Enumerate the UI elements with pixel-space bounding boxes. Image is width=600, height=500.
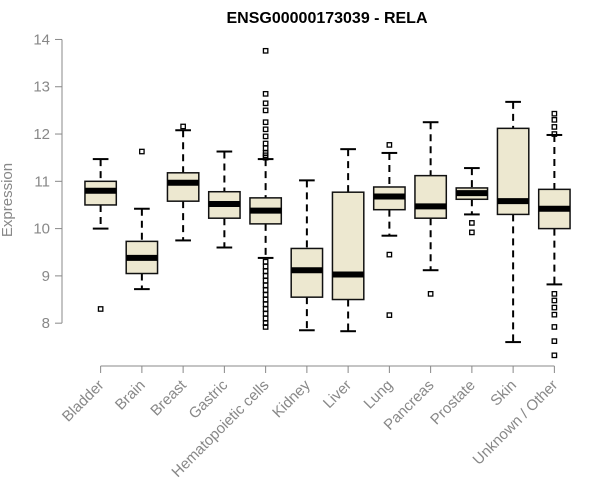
outlier-point	[551, 116, 558, 123]
y-tick-label: 9	[42, 268, 50, 285]
y-tick-label: 12	[33, 126, 50, 143]
outlier-point	[551, 324, 558, 330]
outlier-point	[262, 315, 269, 322]
y-tick-label: 11	[34, 173, 50, 190]
x-tick-label: Breast	[147, 376, 190, 419]
iqr-box	[166, 172, 200, 202]
y-tick-label: 13	[33, 79, 50, 96]
box-unknown-other	[537, 110, 571, 359]
outlier-point	[551, 291, 558, 297]
box-pancreas	[414, 121, 448, 297]
outlier-point	[262, 126, 269, 133]
box-kidney	[290, 179, 324, 332]
outlier-point	[262, 90, 269, 97]
box-breast	[166, 123, 200, 242]
box-hematopoietic-cells	[249, 47, 283, 330]
y-tick-label: 14	[33, 31, 50, 48]
outlier-point	[262, 133, 269, 140]
outlier-point	[551, 110, 558, 117]
outlier-point	[551, 297, 558, 304]
outlier-point	[262, 282, 269, 289]
x-tick-label: Bladder	[59, 377, 108, 426]
iqr-box	[414, 174, 448, 219]
outlier-point	[551, 304, 558, 311]
box-lung	[372, 142, 406, 318]
box-bladder	[84, 158, 118, 312]
outlier-point	[427, 291, 434, 297]
x-tick-label: Prostate	[427, 377, 479, 429]
outlier-point	[551, 124, 558, 130]
outlier-point	[551, 352, 558, 359]
outlier-point	[262, 263, 269, 270]
box-brain	[125, 148, 159, 291]
x-tick-label: Brain	[112, 377, 149, 414]
iqr-box	[331, 191, 365, 301]
outlier-point	[386, 312, 393, 318]
outlier-point	[262, 301, 269, 308]
outlier-point	[262, 154, 269, 161]
outlier-point	[262, 107, 269, 114]
outlier-point	[551, 131, 558, 137]
y-axis-title: Expression	[0, 163, 16, 237]
outlier-point	[262, 273, 269, 279]
outlier-point	[551, 311, 558, 318]
outlier-point	[262, 277, 269, 284]
outlier-point	[262, 119, 269, 126]
outlier-point	[262, 296, 269, 303]
box-gastric	[207, 150, 241, 249]
y-tick-label: 10	[33, 221, 50, 238]
outlier-point	[469, 220, 475, 226]
outlier-point	[262, 100, 269, 107]
outlier-point	[262, 145, 269, 152]
outlier-point	[139, 148, 145, 155]
outlier-point	[262, 324, 269, 330]
outlier-point	[386, 142, 393, 148]
box-skin	[496, 100, 530, 344]
outlier-point	[262, 47, 269, 54]
outlier-point	[262, 306, 269, 312]
outlier-point	[262, 291, 269, 298]
outlier-point	[180, 123, 186, 130]
boxes-group	[84, 47, 571, 359]
box-prostate	[455, 167, 489, 236]
outlier-point	[262, 140, 269, 147]
outlier-point	[386, 251, 393, 258]
outlier-point	[469, 229, 475, 236]
x-tick-label: Skin	[487, 377, 520, 410]
x-tick-label: Kidney	[269, 376, 314, 421]
outlier-point	[551, 338, 558, 344]
outlier-point	[262, 287, 269, 293]
x-tick-label: Lung	[361, 377, 397, 413]
box-liver	[331, 148, 365, 333]
chart-title: ENSG00000173039 - RELA	[227, 10, 428, 27]
y-axis: 8 9 10 11 12 13 14	[33, 31, 63, 332]
outlier-point	[262, 310, 269, 317]
outlier-point	[262, 258, 269, 265]
outlier-point	[97, 306, 104, 312]
x-tick-label: Liver	[320, 377, 355, 412]
y-tick-label: 8	[42, 315, 50, 332]
outlier-point	[262, 268, 269, 275]
